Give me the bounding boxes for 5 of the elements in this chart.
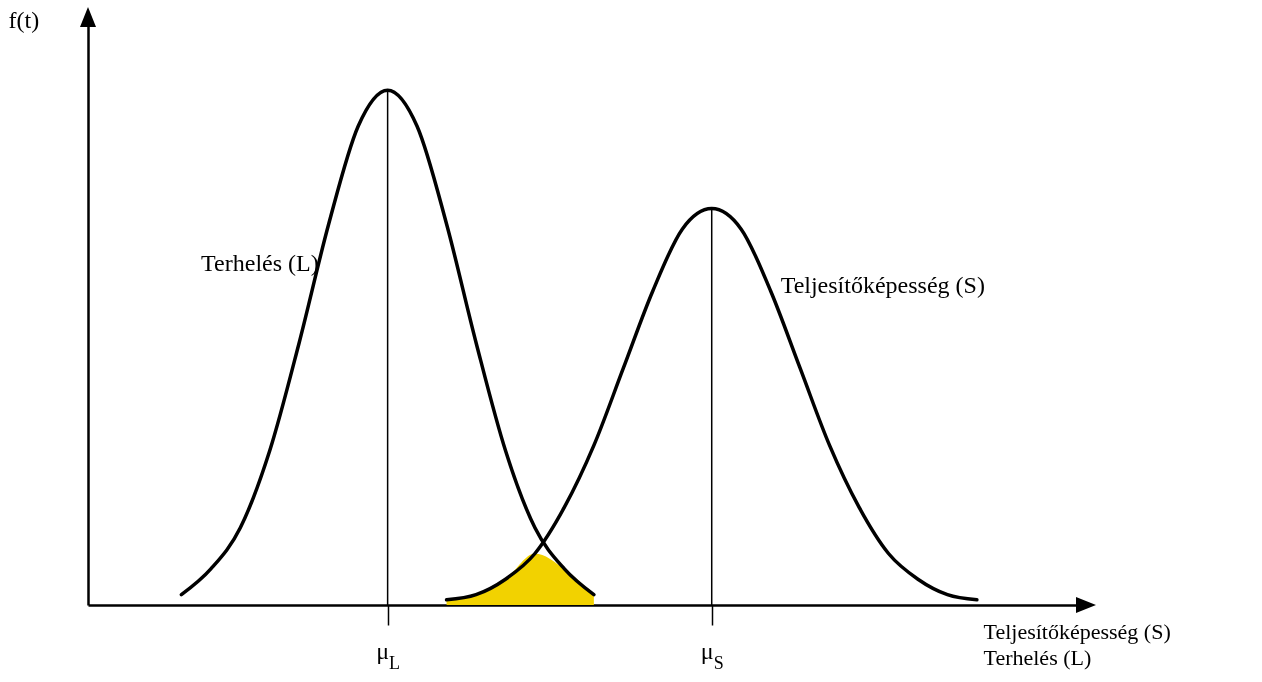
- x-tick-label: μ$_{L}$: [376, 637, 401, 673]
- series-label: Teljesítőképesség (S): [780, 271, 985, 298]
- x-axis-title: Teljesítőképesség (S) Terhelés (L): [983, 618, 1171, 670]
- x-tick-label: μ$_{S}$: [700, 637, 724, 673]
- y-axis-title: f(t): [8, 6, 40, 33]
